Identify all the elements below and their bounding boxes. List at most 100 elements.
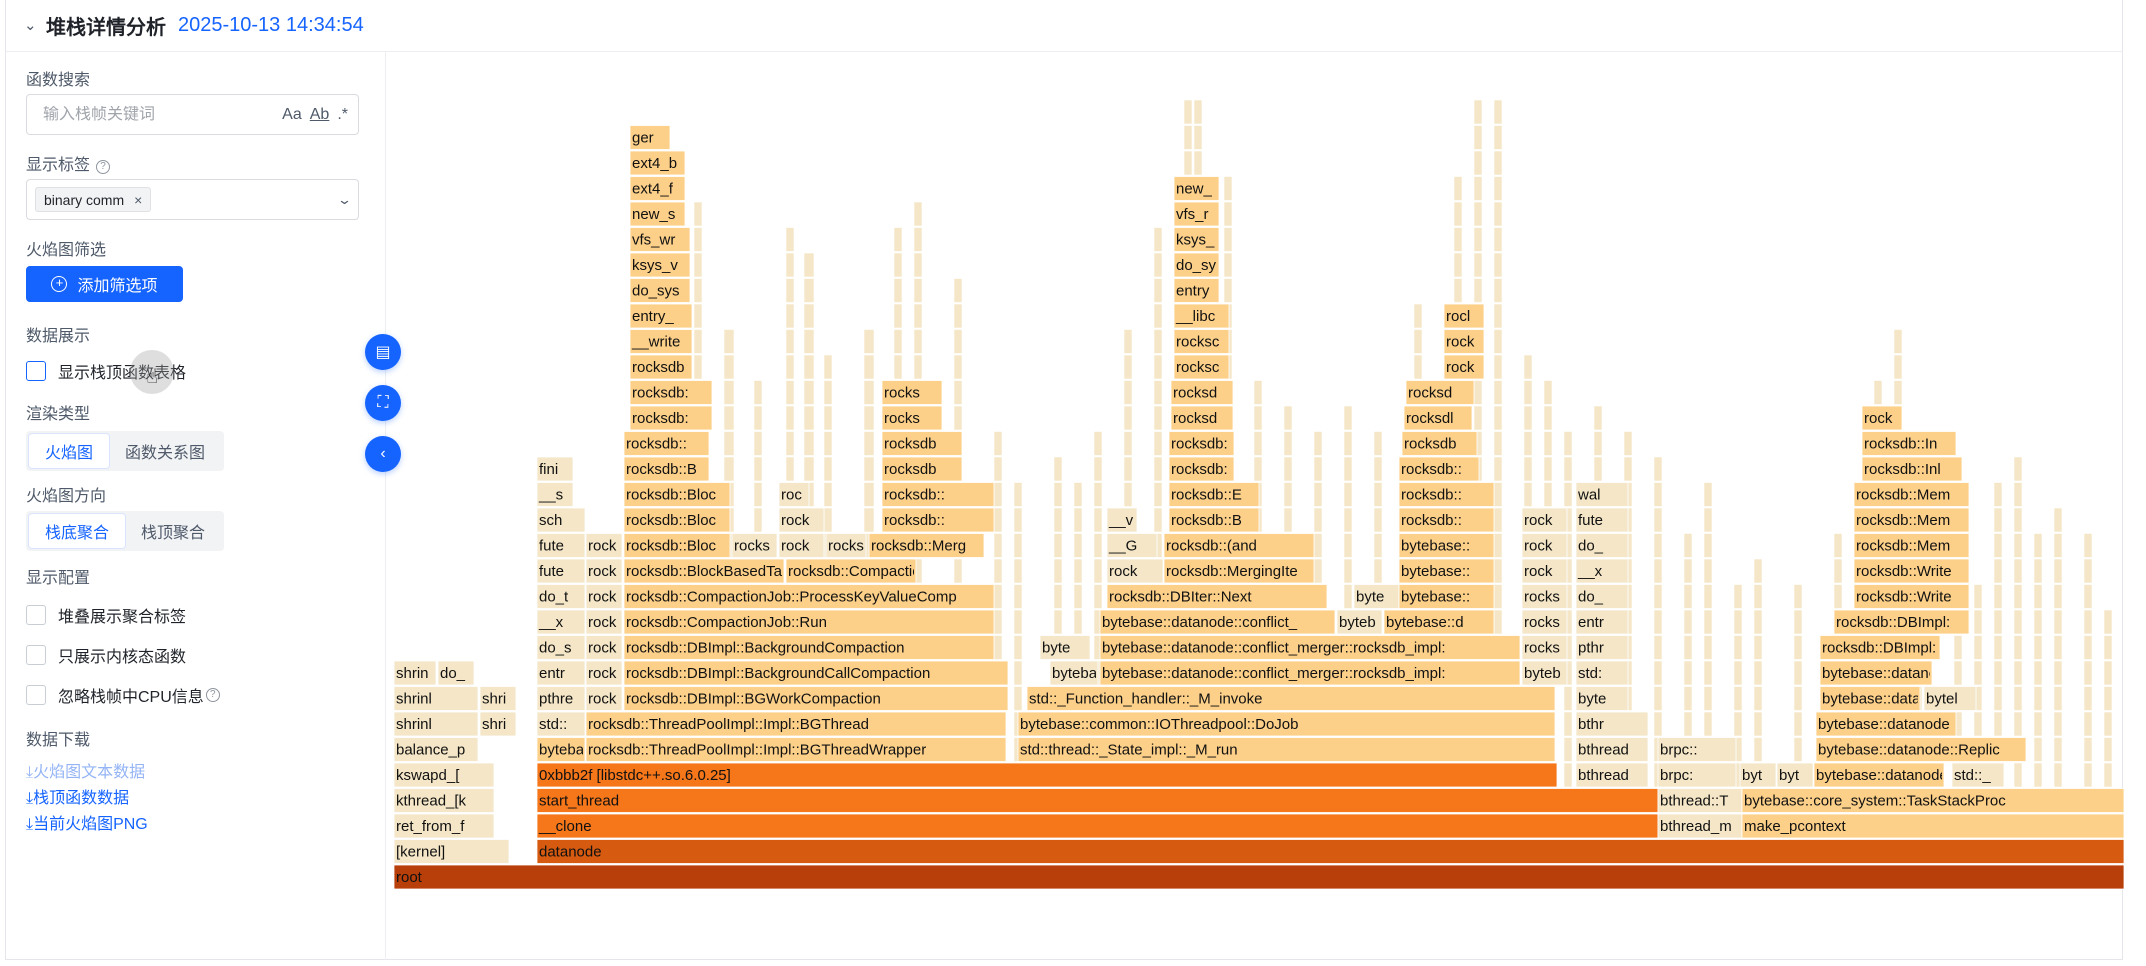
flame-frame[interactable]: [863, 354, 875, 380]
render-graph-option[interactable]: 函数关系图: [125, 445, 206, 462]
flame-frame-rect[interactable]: [1521, 533, 1568, 558]
flame-frame[interactable]: [1703, 660, 1713, 686]
flame-frame[interactable]: rocksdb::DBImpl:: [1833, 609, 1970, 635]
flame-frame[interactable]: std::_: [1951, 762, 2005, 788]
flame-frame[interactable]: rocksdb: [881, 456, 963, 482]
flame-frame[interactable]: [1493, 533, 1503, 558]
flame-frame[interactable]: [863, 431, 875, 456]
flame-frame[interactable]: [693, 329, 703, 354]
flame-frame[interactable]: [803, 329, 815, 354]
flame-frame[interactable]: bytebase::datanode::conflict_merger::roc…: [1099, 660, 1521, 686]
flame-frame-rect[interactable]: [1815, 711, 1957, 737]
flame-frame[interactable]: [1093, 507, 1103, 533]
flame-frame[interactable]: bytebase::d: [1383, 609, 1495, 635]
flame-frame-rect[interactable]: [1168, 507, 1260, 533]
flame-frame[interactable]: rocksdb::E: [1168, 482, 1260, 507]
flame-frame-rect[interactable]: [1575, 584, 1629, 609]
flame-frame-rect[interactable]: [1353, 584, 1400, 609]
flame-frame[interactable]: [2083, 660, 2093, 686]
flame-frame-rect[interactable]: [536, 788, 1659, 813]
flame-frame[interactable]: rocksdb::: [881, 482, 995, 507]
flame-frame-rect[interactable]: [881, 405, 943, 431]
flame-frame[interactable]: balance_p: [394, 737, 479, 762]
flame-frame-rect[interactable]: [479, 686, 517, 711]
help-icon[interactable]: ?: [205, 688, 220, 702]
flame-frame[interactable]: [1593, 431, 1603, 456]
flame-frame[interactable]: rock: [585, 584, 623, 609]
flame-frame[interactable]: [1473, 380, 1483, 405]
flame-frame[interactable]: [1973, 635, 1983, 660]
flame-frame[interactable]: [1373, 533, 1383, 558]
flame-frame-rect[interactable]: [536, 813, 1659, 839]
flame-frame-rect[interactable]: [1173, 252, 1220, 278]
flame-frame[interactable]: [1703, 609, 1713, 635]
flame-frame-rect[interactable]: [585, 609, 623, 635]
flame-frame[interactable]: [1123, 380, 1133, 405]
flame-frame[interactable]: [1453, 176, 1463, 201]
flame-frame[interactable]: [993, 609, 1003, 635]
flame-frame[interactable]: [1093, 482, 1103, 507]
flame-frame[interactable]: [1973, 711, 1983, 737]
flame-frame-rect[interactable]: [1575, 609, 1629, 635]
flame-frame-rect[interactable]: [536, 737, 586, 762]
flame-frame[interactable]: [2083, 635, 2093, 660]
flame-frame[interactable]: [1683, 635, 1693, 660]
flame-frame-rect[interactable]: [629, 354, 693, 380]
flame-frame[interactable]: [1013, 660, 1023, 686]
flame-frame[interactable]: rocks: [731, 533, 778, 558]
flame-frame-rect[interactable]: [1049, 660, 1099, 686]
flame-frame[interactable]: [913, 329, 923, 354]
flame-frame-rect[interactable]: [1861, 405, 1903, 431]
flame-frame[interactable]: __v: [1106, 507, 1138, 533]
flame-frame[interactable]: [953, 303, 963, 329]
flame-frame[interactable]: [1223, 278, 1233, 303]
flame-frame[interactable]: [2053, 609, 2063, 635]
flame-frame-rect[interactable]: [536, 533, 586, 558]
flame-frame-rect[interactable]: [1173, 303, 1230, 329]
flame-frame-rect[interactable]: [778, 507, 825, 533]
flame-frame[interactable]: [1733, 609, 1743, 635]
flame-frame[interactable]: [1653, 609, 1663, 635]
flame-frame[interactable]: [2103, 686, 2113, 711]
flame-frame[interactable]: ext4_f: [629, 176, 686, 201]
flame-frame[interactable]: [993, 635, 1003, 660]
flame-frame[interactable]: [1623, 456, 1633, 482]
flame-frame[interactable]: rocksdb::: [1398, 456, 1480, 482]
flame-frame[interactable]: [1093, 584, 1103, 609]
flame-frame[interactable]: [1093, 558, 1103, 584]
flame-frame[interactable]: [803, 380, 815, 405]
flame-frame[interactable]: [953, 558, 963, 584]
flame-frame[interactable]: [893, 227, 903, 252]
flame-frame[interactable]: rocksdb:: [1168, 456, 1235, 482]
flame-frame-rect[interactable]: [629, 176, 686, 201]
flame-frame-rect[interactable]: [629, 227, 691, 252]
flame-frame[interactable]: [1493, 278, 1503, 303]
flame-frame[interactable]: [2053, 558, 2063, 584]
flame-frame-rect[interactable]: [1173, 201, 1220, 227]
flame-frame[interactable]: rocksdb::(and: [1163, 533, 1315, 558]
flame-frame-rect[interactable]: [1951, 762, 2005, 788]
flame-frame[interactable]: [1223, 227, 1233, 252]
flame-frame[interactable]: [1123, 354, 1133, 380]
flame-frame[interactable]: [863, 482, 875, 507]
flame-frame[interactable]: [803, 354, 815, 380]
flame-frame[interactable]: rocksdb::: [623, 431, 710, 456]
flame-frame[interactable]: [993, 558, 1003, 584]
flame-frame-rect[interactable]: [1168, 482, 1260, 507]
flame-frame[interactable]: [1793, 584, 1803, 609]
flame-frame-rect[interactable]: [1853, 533, 1970, 558]
flame-frame[interactable]: rocksd: [1405, 380, 1475, 405]
flame-frame[interactable]: [993, 456, 1003, 482]
flame-frame[interactable]: [1223, 252, 1233, 278]
render-flame-option[interactable]: 火焰图: [29, 434, 110, 468]
flame-frame[interactable]: [1523, 456, 1533, 482]
flame-frame[interactable]: [1753, 558, 1763, 584]
flame-frame[interactable]: [1703, 482, 1713, 507]
flame-frame[interactable]: [863, 456, 875, 482]
flame-frame[interactable]: datanode: [536, 839, 2124, 864]
flame-frame[interactable]: rock: [778, 533, 825, 558]
flame-frame[interactable]: [1253, 405, 1263, 431]
flame-frame-rect[interactable]: [1398, 456, 1480, 482]
flame-frame[interactable]: [803, 456, 815, 482]
flame-frame-rect[interactable]: [881, 482, 995, 507]
